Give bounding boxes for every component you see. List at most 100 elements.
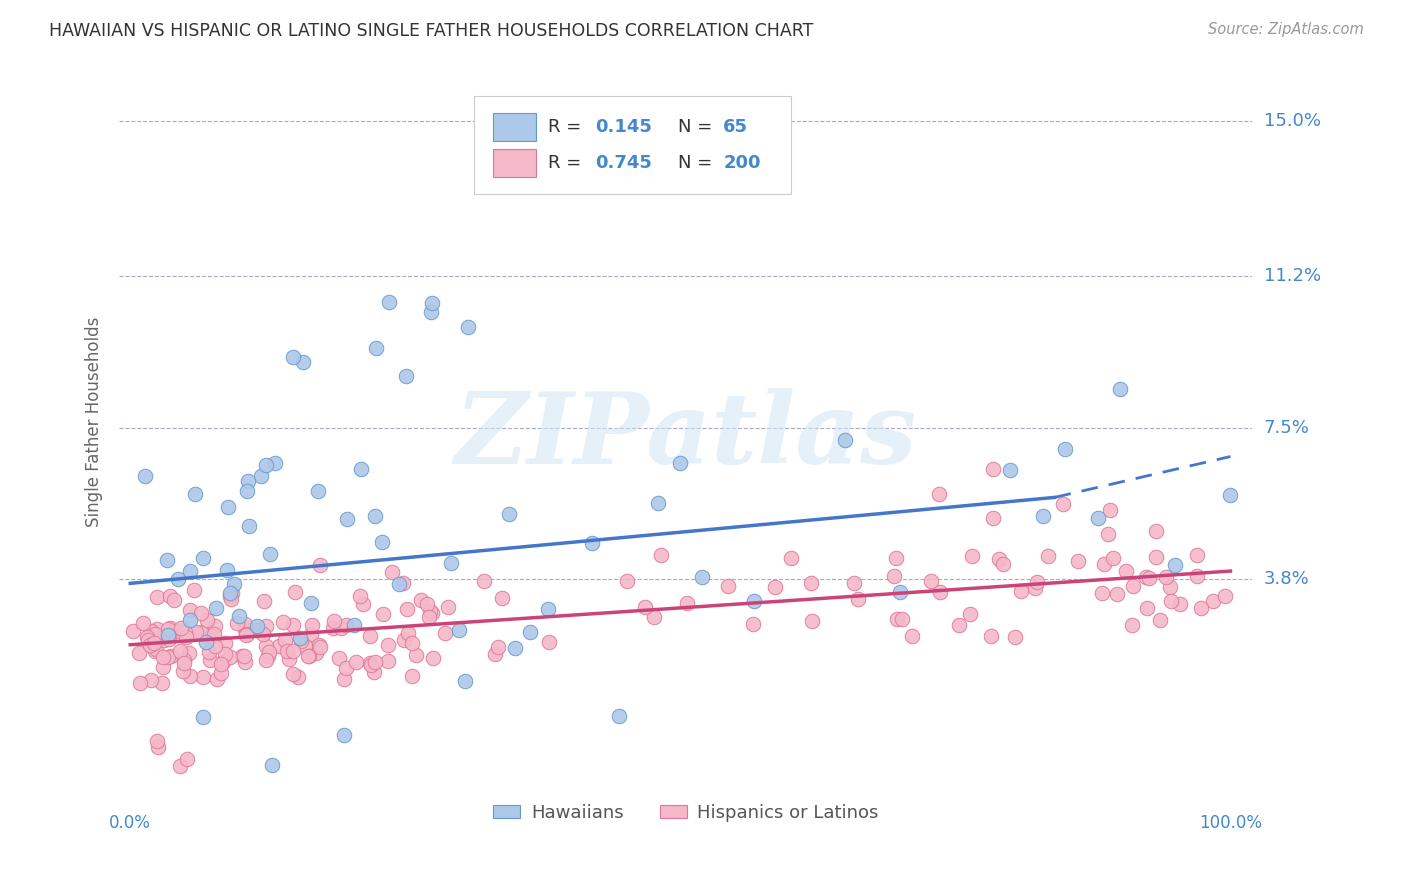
Point [184, 625, 207, 640]
Point [1091, 586, 1114, 600]
Point [236, 483, 259, 498]
Point [159, 589, 181, 603]
Point [233, 656, 256, 670]
Point [650, 548, 672, 562]
Point [179, 564, 201, 578]
Point [128, 646, 150, 660]
Point [842, 576, 865, 591]
Point [834, 434, 856, 448]
Point [364, 508, 387, 523]
Point [294, 639, 316, 653]
Point [259, 547, 281, 561]
Point [145, 642, 167, 657]
Point [308, 638, 330, 652]
Point [991, 557, 1014, 571]
Point [343, 618, 366, 632]
Text: 65: 65 [723, 118, 748, 136]
Point [1160, 594, 1182, 608]
Point [235, 622, 257, 636]
Point [301, 618, 323, 632]
Point [415, 597, 437, 611]
Point [742, 617, 765, 632]
Point [1202, 594, 1225, 608]
Point [396, 626, 419, 640]
Point [228, 608, 250, 623]
Point [401, 636, 423, 650]
Point [447, 624, 470, 638]
Point [1025, 574, 1047, 589]
Point [1144, 550, 1167, 565]
Text: R =: R = [547, 154, 586, 172]
Point [146, 590, 169, 604]
Point [359, 629, 381, 643]
Point [157, 632, 180, 646]
Point [921, 574, 943, 589]
Text: 3.8%: 3.8% [1264, 570, 1309, 588]
Point [207, 672, 229, 686]
Point [692, 570, 714, 584]
Point [176, 752, 198, 766]
Point [156, 553, 179, 567]
Point [281, 350, 304, 364]
Point [136, 633, 159, 648]
Point [742, 593, 765, 607]
Text: 0.745: 0.745 [595, 154, 652, 172]
Point [418, 610, 440, 624]
Point [396, 602, 419, 616]
Point [457, 320, 479, 334]
Point [274, 632, 297, 647]
Point [350, 462, 373, 476]
Point [232, 648, 254, 663]
Point [129, 676, 152, 690]
Point [364, 341, 387, 355]
Point [1219, 488, 1241, 502]
Text: N =: N = [678, 118, 718, 136]
Point [1137, 571, 1160, 585]
Point [981, 511, 1004, 525]
Point [191, 551, 214, 566]
Point [157, 628, 180, 642]
Point [1105, 587, 1128, 601]
Point [277, 652, 299, 666]
Point [328, 651, 350, 665]
Point [453, 673, 475, 688]
Point [190, 625, 212, 640]
Point [1097, 527, 1119, 541]
Point [157, 627, 180, 641]
Point [647, 496, 669, 510]
Point [143, 627, 166, 641]
Point [195, 635, 218, 649]
Point [1054, 442, 1077, 457]
Point [254, 653, 277, 667]
Point [167, 624, 190, 638]
Point [246, 623, 269, 637]
Point [146, 739, 169, 754]
Point [173, 657, 195, 671]
Point [139, 638, 162, 652]
Point [422, 651, 444, 665]
Point [1052, 497, 1074, 511]
Point [204, 639, 226, 653]
Point [146, 622, 169, 636]
Point [491, 591, 513, 605]
Point [245, 618, 267, 632]
Point [1109, 382, 1132, 396]
Point [298, 649, 321, 664]
Point [537, 601, 560, 615]
Point [257, 649, 280, 664]
Point [391, 576, 413, 591]
Point [271, 615, 294, 629]
Point [1164, 558, 1187, 573]
Point [323, 614, 346, 628]
Point [153, 632, 176, 647]
Point [901, 629, 924, 643]
Point [249, 468, 271, 483]
Text: 100.0%: 100.0% [1199, 814, 1263, 832]
Point [1154, 569, 1177, 583]
Text: 0.0%: 0.0% [110, 814, 152, 832]
Point [1066, 554, 1088, 568]
Point [169, 644, 191, 658]
Point [211, 655, 233, 669]
Point [484, 647, 506, 661]
Point [225, 616, 247, 631]
